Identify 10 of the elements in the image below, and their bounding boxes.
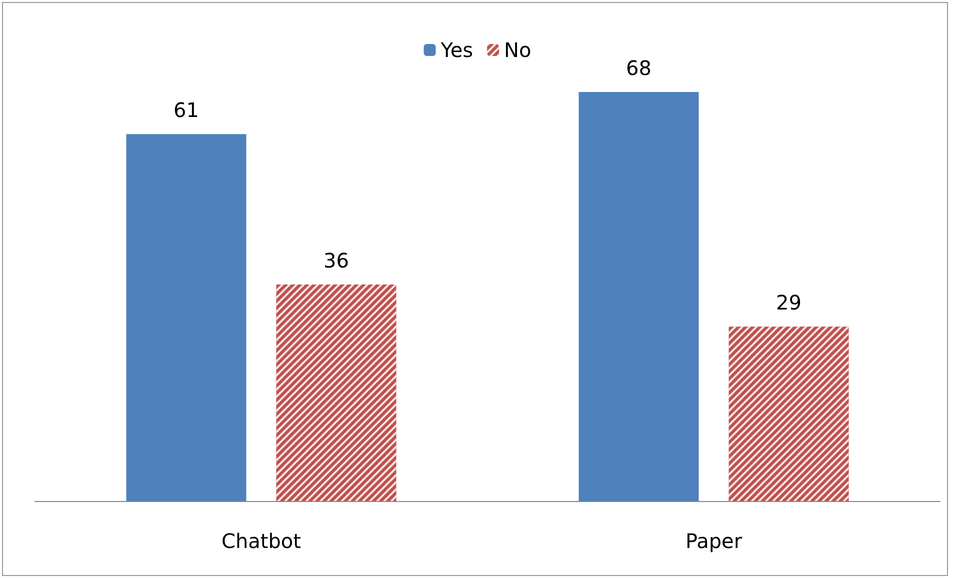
x-tick-label: Chatbot [221,529,302,553]
data-label: 36 [324,248,349,272]
legend-label: Yes [440,38,474,62]
bar [578,92,699,501]
data-label: 68 [626,56,652,80]
data-label: 29 [776,290,802,315]
data-label: 61 [174,98,199,122]
x-tick-label: Paper [685,529,743,553]
bar [126,134,246,501]
legend-label: No [504,38,532,62]
